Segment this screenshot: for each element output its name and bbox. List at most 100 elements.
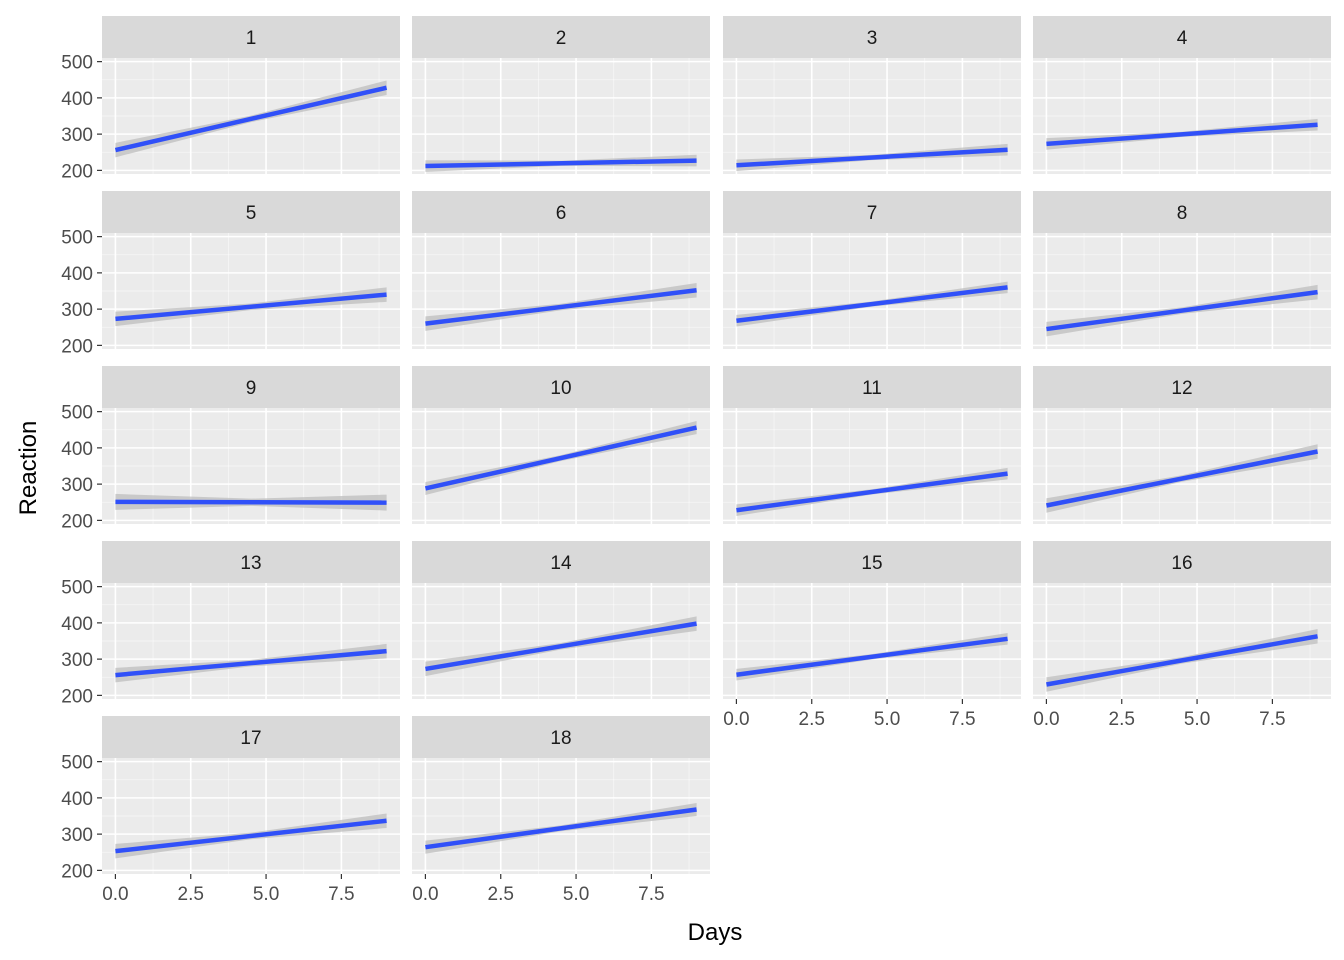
- fitted-line: [736, 147, 1008, 168]
- facet-panel-16: 16 0.0 2.5 5.0 7.5: [1033, 541, 1331, 730]
- fitted-line: [736, 471, 1008, 513]
- facet-panel-3: 3: [723, 16, 1021, 174]
- facet-strip: [1033, 541, 1331, 583]
- fitted-line: [114, 85, 388, 153]
- fitted-line: [115, 292, 387, 322]
- facet-panel-17: 17 200 300 400 500 0.0 2.5 5.0 7.5: [61, 716, 400, 905]
- x-tick-label: 7.5: [638, 884, 664, 905]
- facet-strip: [412, 16, 710, 58]
- fitted-line: [115, 648, 387, 678]
- facet-strip: [723, 16, 1021, 58]
- facet-strip-label: 11: [862, 378, 882, 399]
- facet-strip: [102, 366, 400, 408]
- x-tick-label: 0.0: [102, 884, 128, 905]
- fitted-line: [425, 158, 697, 169]
- x-tick-label: 7.5: [328, 884, 354, 905]
- x-tick-label: 2.5: [488, 884, 514, 905]
- fitted-line: [736, 285, 1008, 323]
- facet-strip: [723, 366, 1021, 408]
- x-tick-label: 7.5: [1259, 709, 1285, 730]
- facet-panel-9: 9 200 300 400 500: [61, 366, 400, 532]
- fitted-line: [424, 425, 698, 491]
- facet-strip: [102, 716, 400, 758]
- facet-strip-label: 7: [867, 203, 878, 224]
- y-tick-label: 200: [61, 161, 93, 182]
- y-tick-label: 200: [61, 861, 93, 882]
- facet-strip: [412, 366, 710, 408]
- facet-strip-label: 15: [861, 553, 882, 574]
- y-tick-label: 200: [61, 336, 93, 357]
- facet-strip: [412, 191, 710, 233]
- facet-strip-label: 16: [1171, 553, 1192, 574]
- facet-strip: [412, 716, 710, 758]
- facet-panel-12: 12: [1033, 366, 1331, 524]
- y-tick-label: 300: [61, 475, 93, 496]
- x-tick-label: 5.0: [253, 884, 279, 905]
- facet-panel-1: 1 200 300 400 500: [61, 16, 400, 182]
- y-tick-label: 500: [61, 403, 93, 424]
- y-tick-label: 300: [61, 825, 93, 846]
- y-tick-label: 400: [61, 439, 93, 460]
- facet-strip-label: 4: [1177, 28, 1188, 49]
- facet-strip: [102, 541, 400, 583]
- facet-panel-10: 10: [412, 366, 710, 524]
- facet-panel-11: 11: [723, 366, 1021, 524]
- y-tick-label: 500: [61, 578, 93, 599]
- facet-strip: [1033, 191, 1331, 233]
- facet-panel-13: 13 200 300 400 500: [61, 541, 400, 707]
- y-axis-title: Reaction: [15, 421, 42, 516]
- x-tick-label: 5.0: [1184, 709, 1210, 730]
- fitted-line: [425, 621, 697, 672]
- x-tick-label: 0.0: [1033, 709, 1059, 730]
- facet-panel-6: 6: [412, 191, 710, 349]
- y-tick-label: 500: [61, 53, 93, 74]
- facet-panel-5: 5 200 300 400 500: [61, 191, 400, 357]
- facet-strip-label: 18: [550, 728, 571, 749]
- facet-strip: [102, 16, 400, 58]
- y-tick-label: 300: [61, 125, 93, 146]
- facet-strip-label: 14: [550, 553, 572, 574]
- facet-strip-label: 13: [240, 553, 261, 574]
- x-tick-label: 0.0: [723, 709, 749, 730]
- y-tick-label: 400: [61, 264, 93, 285]
- fitted-line: [1045, 449, 1319, 508]
- y-tick-label: 400: [61, 789, 93, 810]
- facet-strip-label: 6: [556, 203, 567, 224]
- y-tick-label: 300: [61, 650, 93, 671]
- facet-panel-14: 14: [412, 541, 710, 699]
- y-tick-label: 200: [61, 686, 93, 707]
- facet-panel-15: 15 0.0 2.5 5.0 7.5: [723, 541, 1021, 730]
- x-tick-label: 5.0: [874, 709, 900, 730]
- facet-strip-label: 2: [556, 28, 567, 49]
- facet-strip: [723, 541, 1021, 583]
- x-tick-label: 2.5: [178, 884, 204, 905]
- fitted-line: [1046, 289, 1318, 332]
- facet-panel-7: 7: [723, 191, 1021, 349]
- facet-panels: 1 200 300 400 500 2 3 4 5 200 300 400 500 6 7 8 9 200 300 4…: [61, 16, 1331, 905]
- x-tick-label: 0.0: [412, 884, 438, 905]
- facet-strip-label: 9: [246, 378, 257, 399]
- x-tick-label: 5.0: [563, 884, 589, 905]
- facet-panel-18: 18 0.0 2.5 5.0 7.5: [412, 716, 710, 905]
- x-tick-label: 7.5: [949, 709, 975, 730]
- y-tick-label: 500: [61, 228, 93, 249]
- x-axis-title: Days: [688, 919, 743, 946]
- facet-strip-label: 12: [1171, 378, 1192, 399]
- y-tick-label: 300: [61, 300, 93, 321]
- fitted-line: [1046, 634, 1318, 687]
- facet-strip: [1033, 16, 1331, 58]
- facet-panel-8: 8: [1033, 191, 1331, 349]
- facet-strip-label: 1: [246, 28, 257, 49]
- y-tick-label: 400: [61, 89, 93, 110]
- y-tick-label: 200: [61, 511, 93, 532]
- facet-panel-2: 2: [412, 16, 710, 174]
- fitted-line: [736, 636, 1008, 677]
- facet-strip-label: 5: [246, 203, 257, 224]
- x-tick-label: 2.5: [799, 709, 825, 730]
- facet-panel-4: 4: [1033, 16, 1331, 174]
- facet-strip-label: 10: [550, 378, 571, 399]
- facet-strip: [102, 191, 400, 233]
- facet-strip: [723, 191, 1021, 233]
- fitted-line: [425, 807, 697, 850]
